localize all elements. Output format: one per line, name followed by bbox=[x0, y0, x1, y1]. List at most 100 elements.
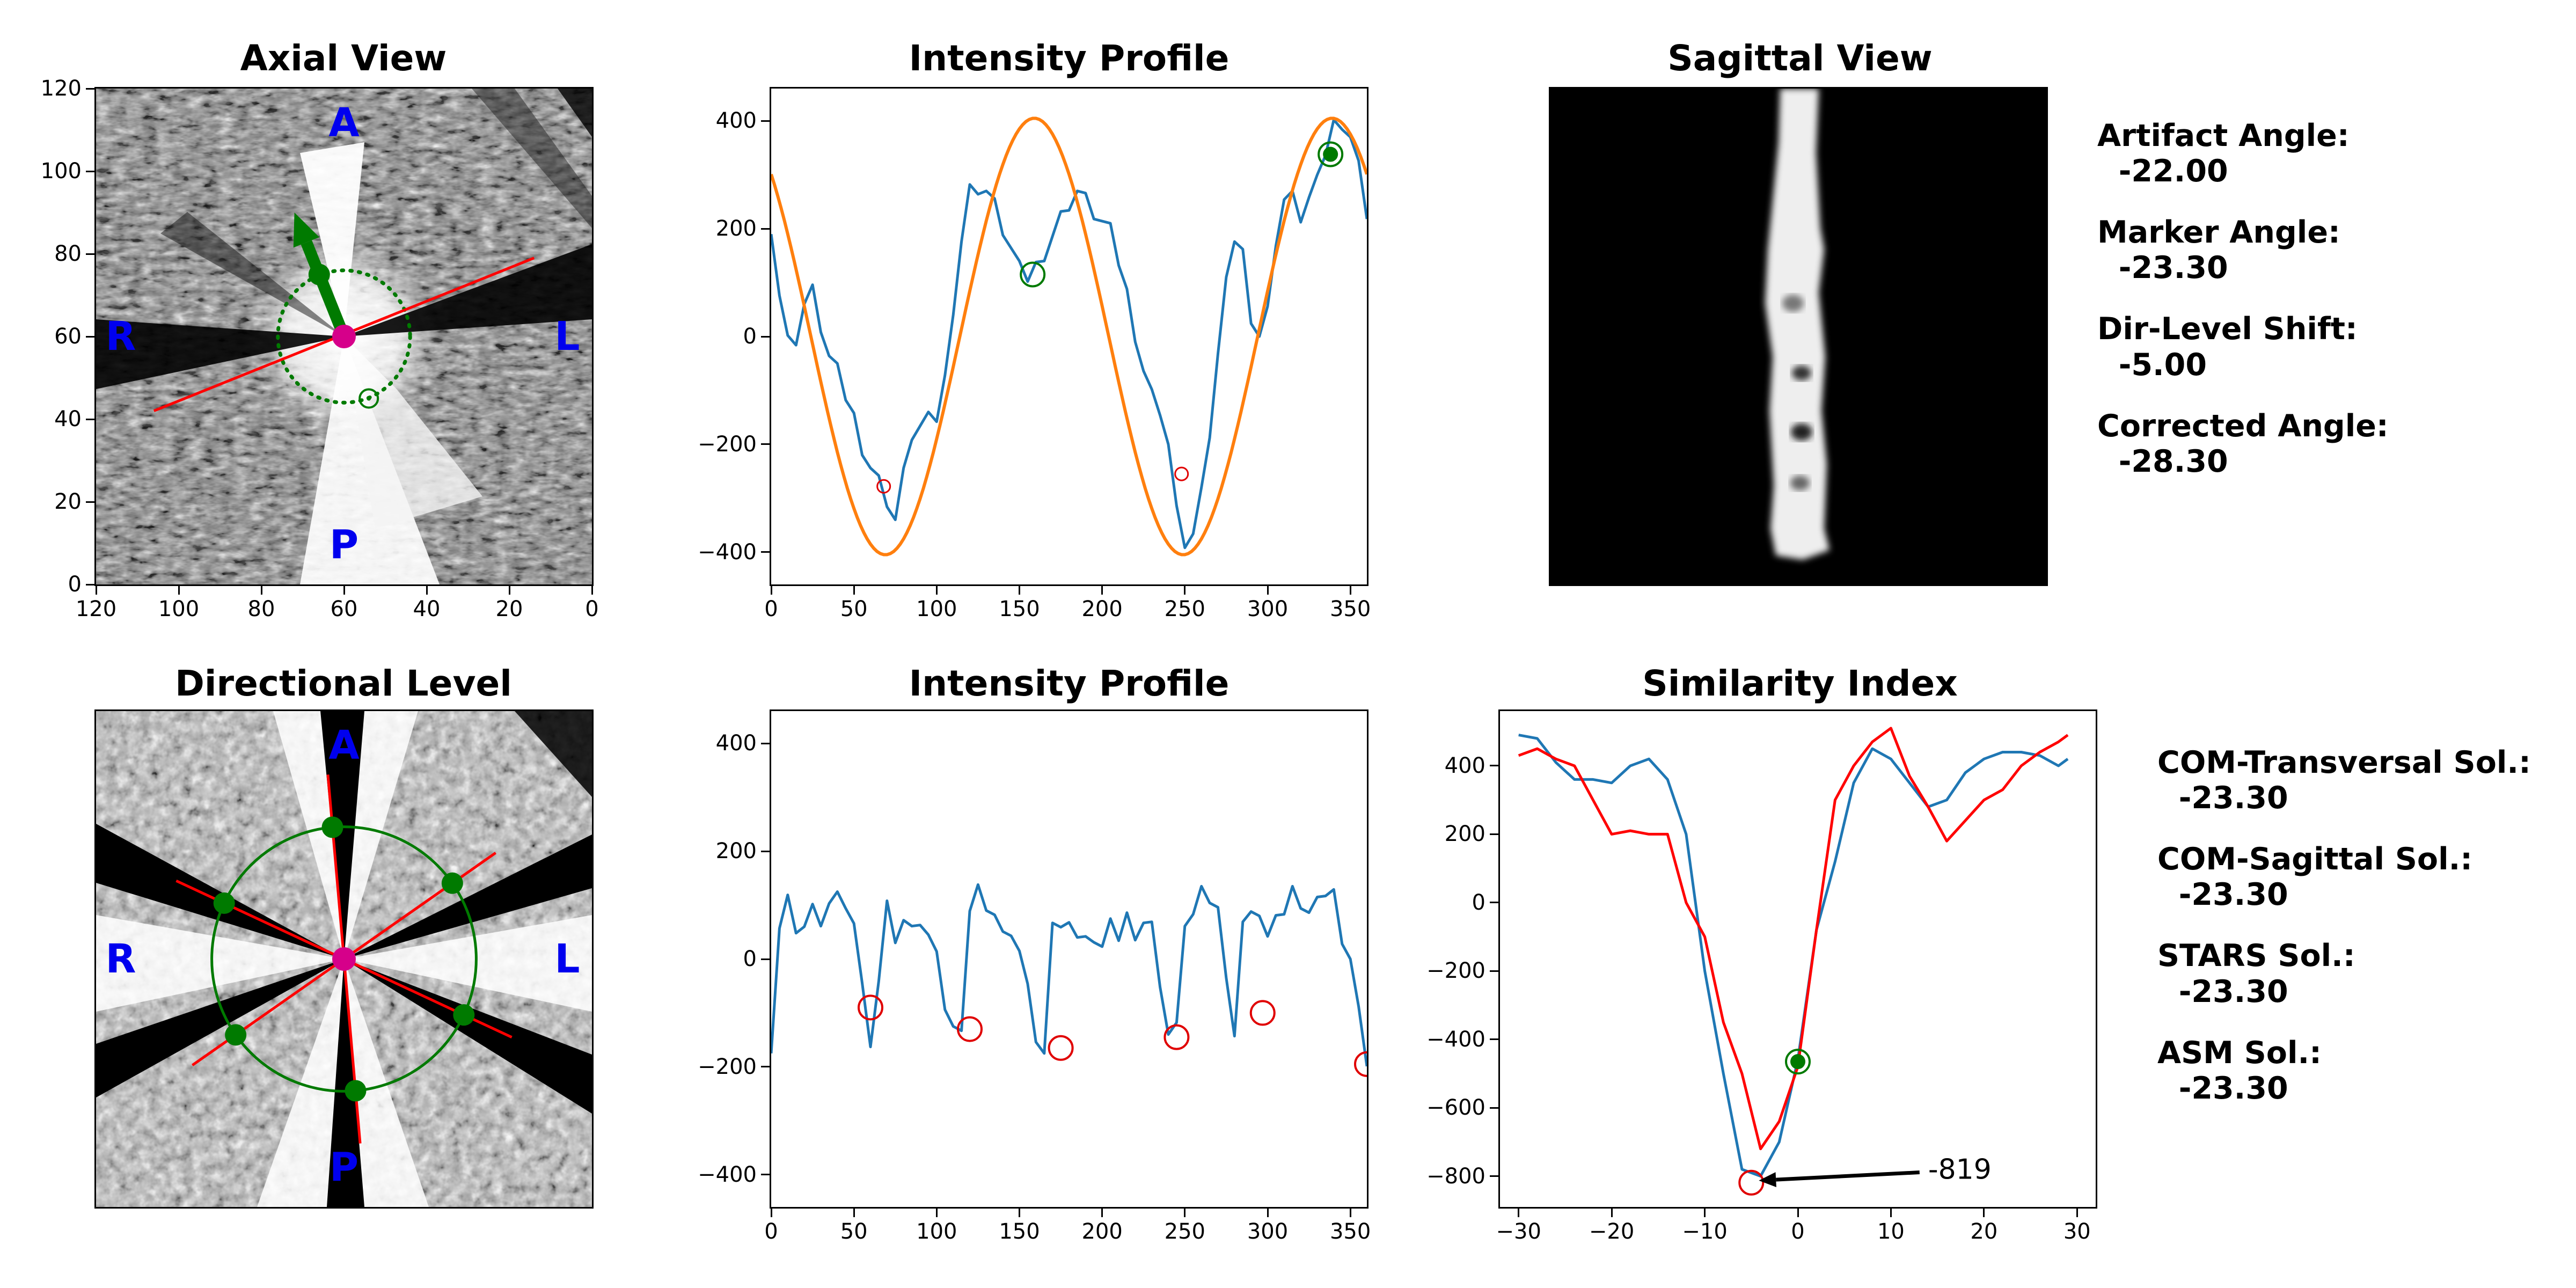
profile-bottom-series-line-0 bbox=[771, 883, 1367, 1067]
profile-bottom-x-tickmark bbox=[1267, 1209, 1269, 1217]
similarity-x-tick-label: −30 bbox=[1496, 1219, 1541, 1244]
profile-bottom-x-tick-label: 0 bbox=[764, 1219, 778, 1244]
info-bottom-entry: ASM Sol.: -23.30 bbox=[2157, 1035, 2531, 1106]
info-top-value: -23.30 bbox=[2097, 250, 2228, 286]
axial-x-tick-label: 0 bbox=[585, 597, 599, 621]
directional-ray bbox=[326, 774, 346, 960]
profile-top-marker-ring bbox=[1318, 141, 1344, 167]
axial-y-tickmark bbox=[86, 335, 94, 338]
profile-top-x-tickmark bbox=[853, 586, 855, 595]
info-top-label: Corrected Angle: bbox=[2097, 408, 2389, 444]
profile-bottom-min-marker bbox=[858, 994, 883, 1021]
info-top-value: -22.00 bbox=[2097, 153, 2228, 189]
similarity-x-tickmark bbox=[1797, 1209, 1799, 1217]
profile-bottom-x-tickmark bbox=[1349, 1209, 1351, 1217]
profile-top-min-marker bbox=[1174, 466, 1189, 481]
similarity-y-tick-label: 400 bbox=[1444, 753, 1485, 778]
similarity-index-plot: -819 bbox=[1518, 727, 2069, 1196]
profile-top-x-tick-label: 100 bbox=[916, 597, 957, 621]
axial-y-tick-label: 60 bbox=[54, 324, 82, 349]
profile-bottom-min-marker bbox=[957, 1016, 983, 1042]
directional-center-point bbox=[332, 947, 356, 971]
directional-ray bbox=[343, 852, 497, 961]
intensity-profile-top-panel bbox=[770, 87, 1368, 586]
profile-top-y-tickmark bbox=[761, 228, 770, 230]
info-top-entry: Marker Angle: -23.30 bbox=[2097, 215, 2389, 286]
profile-top-min-marker bbox=[876, 479, 891, 494]
similarity-x-tick-label: 20 bbox=[1970, 1219, 1998, 1244]
axial-label-left: L bbox=[554, 313, 580, 360]
profile-bottom-x-tick-label: 300 bbox=[1247, 1219, 1289, 1244]
axial-x-tickmark bbox=[591, 586, 593, 595]
directional-marker bbox=[321, 816, 343, 838]
info-bottom-entry: STARS Sol.: -23.30 bbox=[2157, 938, 2531, 1009]
info-bottom-value: -23.30 bbox=[2157, 780, 2288, 816]
profile-top-x-tick-label: 200 bbox=[1081, 597, 1123, 621]
similarity-x-tick-label: −20 bbox=[1589, 1219, 1635, 1244]
profile-bottom-x-tickmark bbox=[853, 1209, 855, 1217]
profile-bottom-min-marker bbox=[1354, 1051, 1367, 1077]
info-top-value: -5.00 bbox=[2097, 347, 2207, 383]
intensity-profile-bottom-plot bbox=[771, 883, 1367, 1077]
info-top-entry: Corrected Angle: -28.30 bbox=[2097, 408, 2389, 479]
profile-top-y-tick-label: 200 bbox=[715, 216, 757, 241]
directional-ray bbox=[175, 879, 345, 961]
directional-label-anterior: A bbox=[328, 722, 359, 769]
similarity-x-tickmark bbox=[1983, 1209, 1985, 1217]
axial-y-tickmark bbox=[86, 583, 94, 586]
similarity-min-marker bbox=[1738, 1169, 1765, 1196]
sagittal-title: Sagittal View bbox=[1667, 38, 1933, 79]
profile-bottom-x-tickmark bbox=[1184, 1209, 1186, 1217]
similarity-x-tickmark bbox=[1890, 1209, 1892, 1217]
axial-y-tick-label: 20 bbox=[54, 489, 82, 514]
profile-bottom-y-tickmark bbox=[761, 742, 770, 744]
profile-top-x-tick-label: 300 bbox=[1247, 597, 1289, 621]
axial-x-tick-label: 80 bbox=[247, 597, 275, 621]
profile-bottom-y-tick-label: 0 bbox=[743, 947, 757, 971]
profile-top-x-tickmark bbox=[770, 586, 772, 595]
axial-view-image: A P R L bbox=[96, 89, 592, 584]
profile-top-y-tick-label: −400 bbox=[698, 539, 757, 565]
similarity-y-tickmark bbox=[1490, 833, 1498, 835]
directional-marker bbox=[213, 892, 235, 914]
similarity-y-tick-label: 0 bbox=[1472, 890, 1485, 915]
axial-y-tick-label: 120 bbox=[40, 76, 82, 101]
axial-x-tickmark bbox=[95, 586, 97, 595]
axial-y-tick-label: 100 bbox=[40, 159, 82, 184]
info-top-value: -28.30 bbox=[2097, 443, 2228, 479]
profile-top-y-tickmark bbox=[761, 551, 770, 553]
profile-bottom-x-tickmark bbox=[1101, 1209, 1103, 1217]
profile-top-x-tickmark bbox=[1184, 586, 1186, 595]
profile-bottom-y-tick-label: −200 bbox=[698, 1054, 757, 1079]
axial-y-tickmark bbox=[86, 501, 94, 503]
directional-ray bbox=[191, 957, 345, 1066]
similarity-y-tickmark bbox=[1490, 970, 1498, 972]
similarity-y-tick-label: −200 bbox=[1426, 958, 1485, 984]
similarity-title: Similarity Index bbox=[1642, 663, 1958, 704]
profile-bottom-x-tick-label: 250 bbox=[1164, 1219, 1206, 1244]
intensity-profile-top-plot bbox=[771, 116, 1367, 557]
profile-top-x-tick-label: 250 bbox=[1164, 597, 1206, 621]
axial-x-tick-label: 60 bbox=[330, 597, 358, 621]
profile-bottom-min-marker bbox=[1163, 1024, 1190, 1050]
profile-top-x-tick-label: 350 bbox=[1329, 597, 1371, 621]
similarity-marker-ring bbox=[1785, 1049, 1811, 1075]
similarity-y-tick-label: −400 bbox=[1426, 1027, 1485, 1052]
profile-top-title: Intensity Profile bbox=[909, 38, 1230, 79]
similarity-y-tickmark bbox=[1490, 765, 1498, 767]
axial-y-tickmark bbox=[86, 253, 94, 255]
profile-bottom-y-tick-label: −400 bbox=[698, 1162, 757, 1187]
directional-level-image: A P R L bbox=[96, 711, 592, 1207]
directional-marker bbox=[345, 1080, 367, 1102]
profile-top-y-tickmark bbox=[761, 120, 770, 122]
axial-small-marker-dot bbox=[367, 396, 371, 401]
info-bottom-entry: COM-Sagittal Sol.: -23.30 bbox=[2157, 841, 2531, 912]
profile-bottom-min-marker bbox=[1249, 1000, 1276, 1026]
directional-circle bbox=[210, 825, 478, 1093]
profile-top-y-tickmark bbox=[761, 335, 770, 338]
profile-bottom-x-tickmark bbox=[1019, 1209, 1020, 1217]
profile-bottom-title: Intensity Profile bbox=[909, 663, 1230, 704]
axial-y-tick-label: 0 bbox=[68, 572, 82, 597]
info-top-label: Dir-Level Shift: bbox=[2097, 311, 2358, 347]
info-top-entry: Dir-Level Shift: -5.00 bbox=[2097, 311, 2389, 382]
